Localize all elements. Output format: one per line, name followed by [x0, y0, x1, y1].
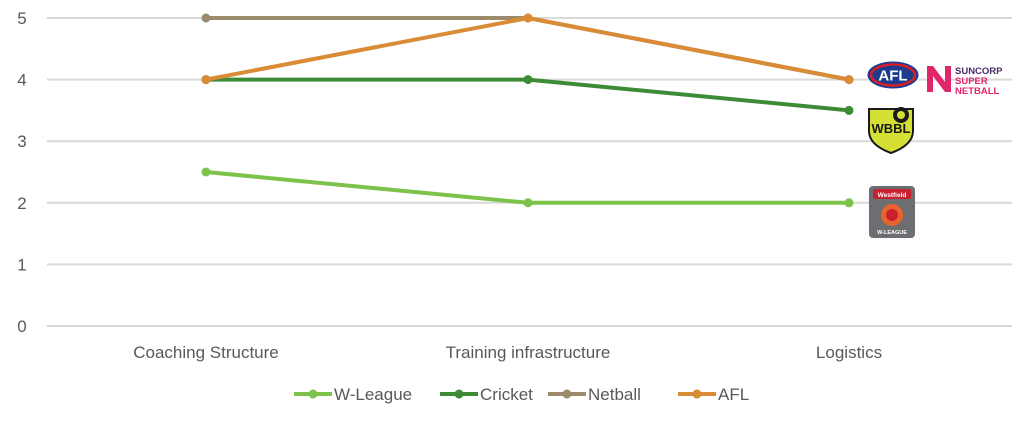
x-category-label: Training infrastructure [446, 343, 611, 362]
x-category-label: Coaching Structure [133, 343, 279, 362]
netball-logo-line1: SUNCORP [955, 66, 1003, 77]
afl-logo: AFL [866, 60, 920, 90]
legend-label: W-League [334, 385, 412, 404]
w-league-logo: Westfield W-LEAGUE [869, 186, 915, 238]
series-netball [201, 13, 854, 85]
gridlines [47, 17, 1012, 327]
x-category-label: Logistics [816, 343, 882, 362]
legend-swatch-marker [562, 389, 572, 399]
y-tick-label: 3 [17, 132, 26, 151]
w-league-logo-bottom: W-LEAGUE [877, 230, 907, 236]
wbbl-logo-text: WBBL [872, 121, 911, 136]
series-lines [201, 13, 854, 208]
legend-swatch-marker [454, 389, 464, 399]
netball-logo-line2: SUPER [955, 76, 988, 87]
legend-item: Netball [548, 385, 641, 404]
data-point [201, 75, 211, 85]
legend-swatch-marker [308, 389, 318, 399]
netball-logo-line3: NETBALL [955, 86, 1000, 97]
legend-item: W-League [294, 385, 412, 404]
series-cricket [201, 75, 854, 115]
data-point [201, 167, 211, 177]
y-tick-label: 2 [17, 194, 26, 213]
data-point [523, 13, 533, 23]
suncorp-super-netball-logo: SUNCORP SUPER NETBALL [927, 66, 1003, 97]
data-point [201, 13, 211, 23]
wbbl-logo: WBBL [868, 107, 914, 155]
w-league-logo-top: Westfield [878, 192, 907, 199]
afl-logo-text: AFL [878, 68, 907, 85]
y-tick-label: 4 [17, 71, 26, 90]
series-w-league [201, 167, 854, 208]
data-point [844, 105, 854, 115]
data-point [523, 75, 533, 85]
series-line [205, 170, 849, 205]
legend-label: Cricket [480, 385, 533, 404]
data-point [523, 198, 533, 208]
series-afl [201, 13, 854, 85]
x-axis-categories: Coaching Structure Training infrastructur… [133, 343, 882, 362]
legend: W-League Cricket Netball AFL [294, 385, 749, 404]
legend-item: AFL [678, 385, 749, 404]
y-tick-label: 0 [17, 317, 26, 336]
y-tick-label: 1 [17, 255, 26, 274]
y-axis-ticks: 0 1 2 3 4 5 [17, 9, 26, 336]
series-line [206, 77, 850, 113]
legend-label: Netball [588, 385, 641, 404]
legend-label: AFL [718, 385, 749, 404]
data-point [844, 75, 854, 85]
legend-item: Cricket [440, 385, 533, 404]
legend-swatch-marker [692, 389, 702, 399]
data-point [844, 198, 854, 208]
y-tick-label: 5 [17, 9, 26, 28]
series-line [206, 16, 850, 82]
series-line [205, 16, 850, 82]
